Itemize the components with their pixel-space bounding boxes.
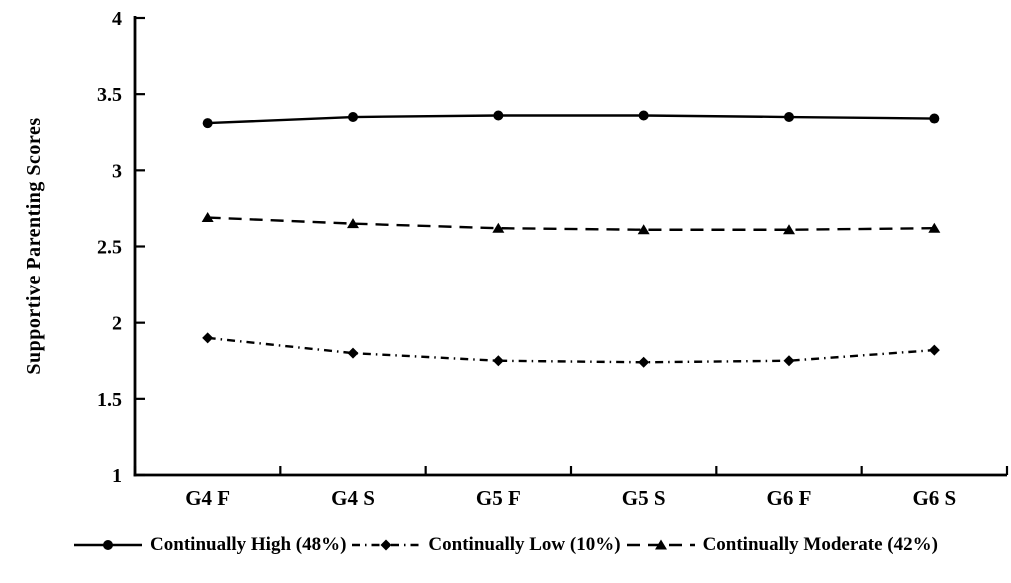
series-1 <box>202 332 940 368</box>
data-point-marker <box>638 356 650 368</box>
x-category-label: G4 F <box>185 486 230 510</box>
series-line <box>207 336 935 364</box>
data-point-marker <box>493 110 504 121</box>
data-point-marker <box>202 332 214 344</box>
y-tick-label: 3.5 <box>97 84 122 106</box>
axis-tick-labels: 1 1.5 2 2.5 3 3.5 4 G4 F G4 S G5 F G5 S G6 F G6 S <box>97 8 956 510</box>
y-tick-label: 1 <box>112 465 122 487</box>
legend-label: Continually High (48%) <box>150 534 347 555</box>
series-line <box>207 216 935 231</box>
legend-item: Continually High (48%) <box>73 534 346 556</box>
legend-line-sample <box>74 540 143 550</box>
legend-label: Continually Low (10%) <box>428 534 621 555</box>
data-point-marker <box>347 218 359 229</box>
y-tick-label: 2 <box>112 313 122 335</box>
data-point-marker <box>202 118 213 129</box>
data-point-marker <box>783 355 795 367</box>
series-0 <box>202 110 940 129</box>
legend-line-sample <box>352 539 421 551</box>
y-tick-label: 2.5 <box>97 237 122 259</box>
data-point-marker <box>654 539 667 550</box>
data-point-marker <box>380 539 392 551</box>
data-point-marker <box>928 344 940 356</box>
legend-item: Continually Moderate (42%) <box>626 534 938 556</box>
x-category-label: G5 S <box>622 486 666 510</box>
legend-label: Continually Moderate (42%) <box>702 534 938 555</box>
data-point-marker <box>783 224 795 235</box>
data-point-marker <box>929 113 940 124</box>
legend: Continually High (48%) Continually Low (1… <box>0 534 1011 556</box>
x-category-label: G4 S <box>331 486 375 510</box>
axes <box>133 16 1009 477</box>
data-point-marker <box>638 110 649 121</box>
plot-series <box>201 110 941 368</box>
y-tick-label: 3 <box>112 160 122 182</box>
x-category-label: G5 F <box>476 486 521 510</box>
data-point-marker <box>784 112 794 123</box>
y-tick-label: 4 <box>112 8 122 30</box>
x-category-label: G6 F <box>767 486 812 510</box>
data-point-marker <box>928 222 941 233</box>
legend-item: Continually Low (10%) <box>351 534 621 556</box>
y-tick-label: 1.5 <box>97 389 122 411</box>
series-2 <box>201 212 941 235</box>
data-point-marker <box>347 347 359 359</box>
data-point-marker <box>201 212 214 223</box>
x-category-label: G6 S <box>912 486 956 510</box>
data-point-marker <box>492 222 505 233</box>
y-axis-title: Supportive Parenting Scores <box>23 117 45 374</box>
legend-line-sample <box>626 539 695 550</box>
data-point-marker <box>492 355 504 367</box>
data-point-marker <box>348 112 358 123</box>
data-point-marker <box>637 224 650 235</box>
series-line <box>207 114 935 125</box>
data-point-marker <box>103 540 114 550</box>
